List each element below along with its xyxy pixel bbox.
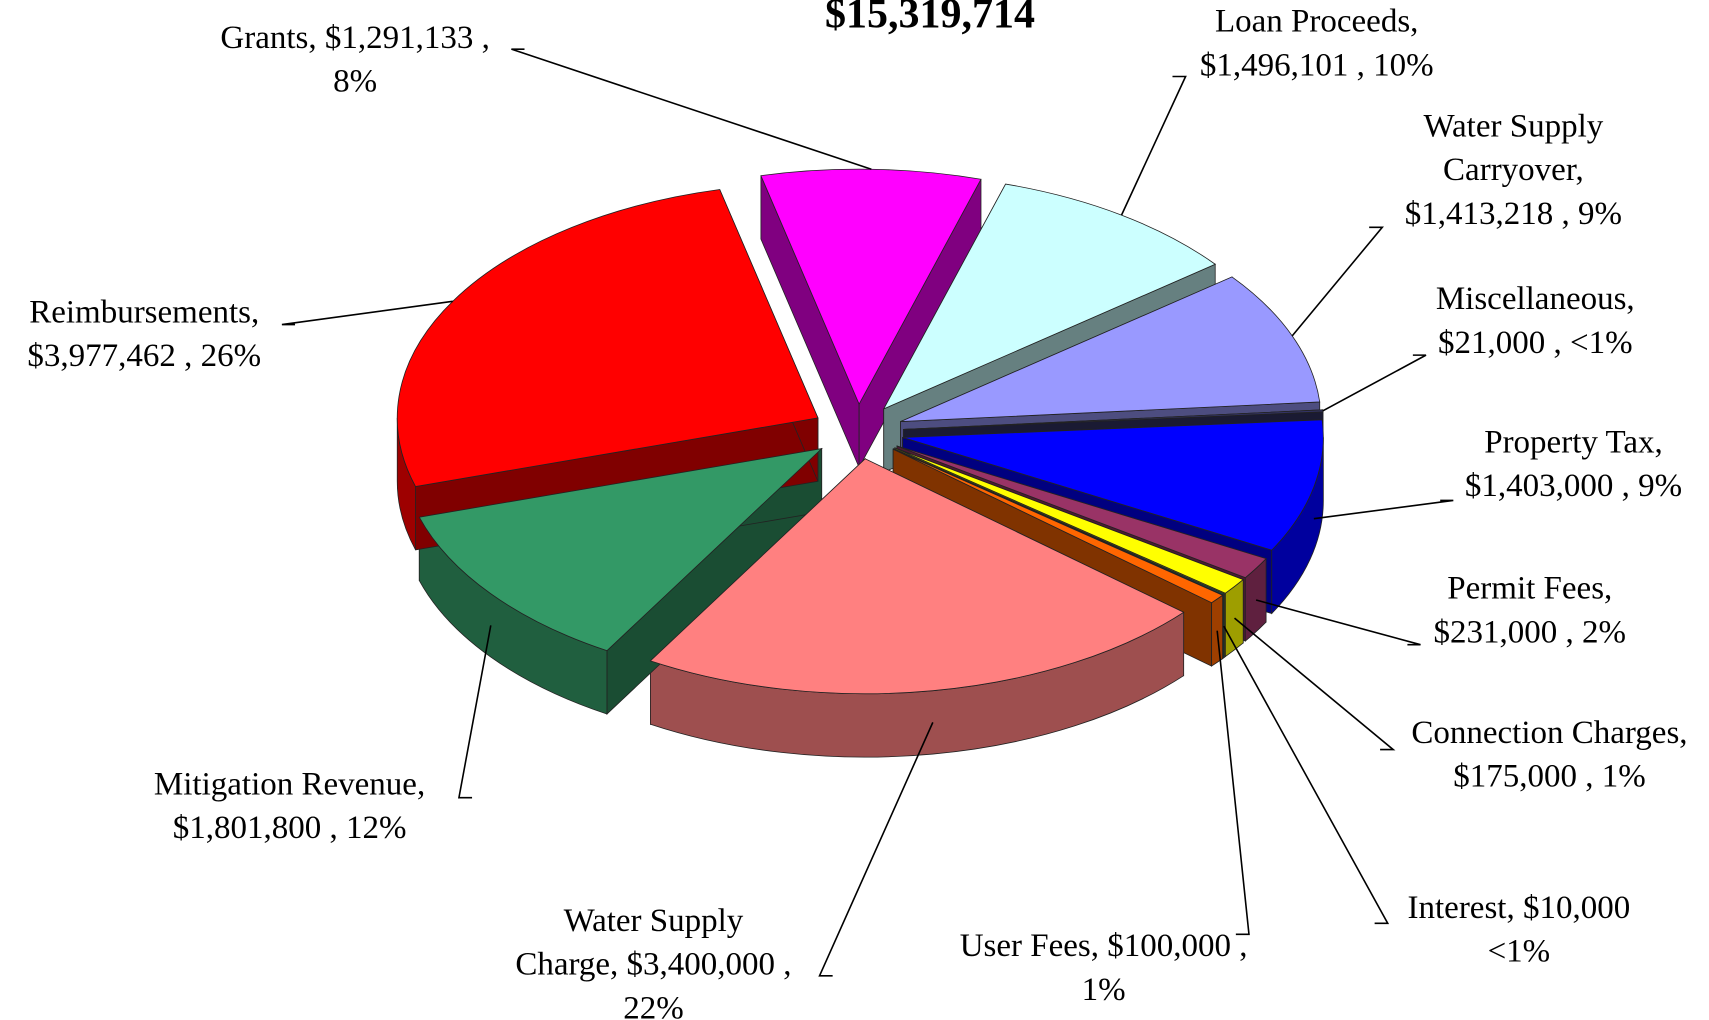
data-label: $1,413,218 , 9%: [1405, 196, 1622, 232]
data-label: Charge, $3,400,000 ,: [515, 947, 791, 983]
chart: Grants, $1,291,133 , 8% Loan Proceeds, $1,4…: [0, 0, 1709, 1020]
data-label: <1%: [1488, 934, 1551, 970]
data-label: User Fees, $100,000 ,: [960, 928, 1248, 964]
leader-line: [1323, 355, 1426, 411]
data-label: Interest, $10,000: [1408, 890, 1631, 926]
data-label: Permit Fees,: [1447, 571, 1612, 607]
data-label: Reimbursements,: [29, 294, 259, 330]
data-label: $1,496,101 , 10%: [1200, 47, 1434, 83]
data-label: Miscellaneous,: [1436, 281, 1635, 317]
leader-line: [1314, 500, 1453, 518]
leader-line: [511, 49, 871, 169]
data-label: $21,000 , <1%: [1438, 325, 1633, 361]
data-label: $3,977,462 , 26%: [27, 338, 261, 374]
slice-side: [1212, 595, 1223, 666]
data-label: Mitigation Revenue,: [154, 766, 425, 802]
data-label: Loan Proceeds,: [1215, 4, 1418, 40]
data-label: Carryover,: [1443, 152, 1584, 188]
leader-line: [459, 625, 491, 797]
data-label: 1%: [1082, 972, 1126, 1008]
leader-line: [1235, 618, 1394, 749]
data-label: $175,000 , 1%: [1453, 759, 1646, 795]
data-label: Water Supply: [564, 903, 744, 939]
data-label: 8%: [333, 64, 377, 100]
data-label: Connection Charges,: [1411, 715, 1687, 751]
data-label: Property Tax,: [1484, 424, 1663, 460]
leader-line: [1256, 600, 1420, 645]
leader-line: [1224, 626, 1388, 923]
leader-line: [820, 722, 933, 975]
data-label: 22%: [623, 990, 684, 1020]
data-label: $1,403,000 , 9%: [1465, 468, 1682, 504]
leader-line: [282, 301, 453, 324]
chart-title: $15,319,714: [825, 0, 1035, 38]
leader-line: [1292, 227, 1382, 336]
data-label: $231,000 , 2%: [1434, 614, 1627, 650]
data-label: $1,801,800 , 12%: [173, 810, 407, 846]
data-label: Grants, $1,291,133 ,: [220, 20, 489, 56]
data-label: Water Supply: [1424, 109, 1604, 145]
leader-line: [1217, 631, 1249, 935]
leader-line: [1122, 76, 1186, 215]
